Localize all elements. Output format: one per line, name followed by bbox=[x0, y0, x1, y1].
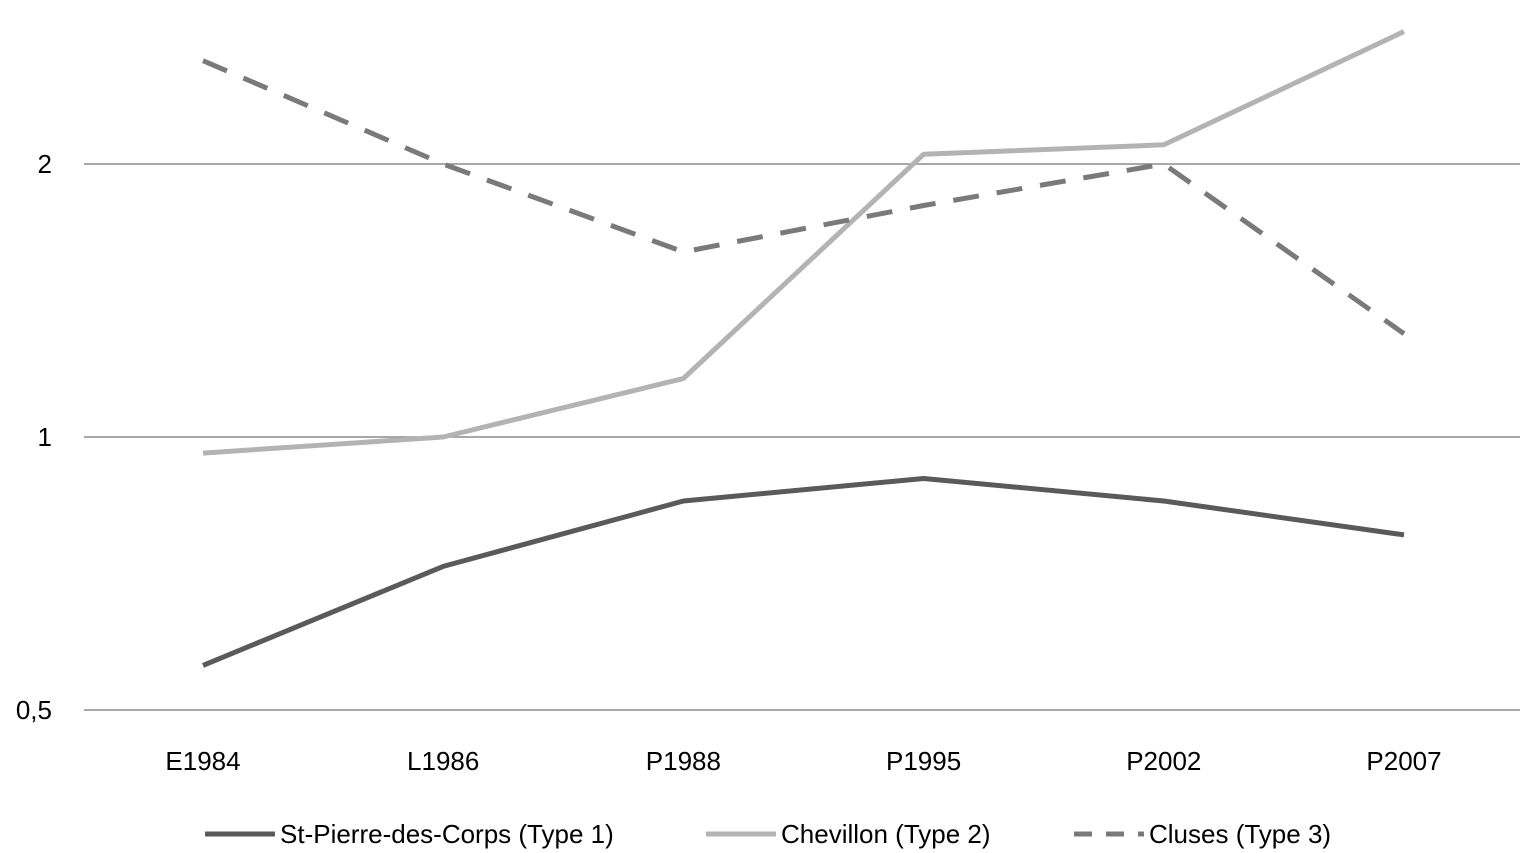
y-tick-label: 2 bbox=[38, 149, 52, 179]
gridlines bbox=[84, 163, 1520, 711]
legend-label: Cluses (Type 3) bbox=[1149, 819, 1331, 849]
x-tick-label: E1984 bbox=[165, 746, 240, 776]
legend-label: St-Pierre-des-Corps (Type 1) bbox=[280, 819, 614, 849]
x-tick-label: P2007 bbox=[1366, 746, 1441, 776]
series-lines bbox=[202, 29, 1406, 668]
y-axis-ticks: 0,5 1 2 bbox=[16, 149, 52, 725]
x-tick-label: L1986 bbox=[407, 746, 479, 776]
y-tick-label: 0,5 bbox=[16, 695, 52, 725]
series-line bbox=[202, 58, 1406, 336]
x-axis-ticks: E1984 L1986 P1988 P1995 P2002 P2007 bbox=[165, 746, 1441, 776]
series-line bbox=[202, 476, 1405, 668]
x-tick-label: P1988 bbox=[646, 746, 721, 776]
y-tick-label: 1 bbox=[38, 422, 52, 452]
x-tick-label: P2002 bbox=[1126, 746, 1201, 776]
legend: St-Pierre-des-Corps (Type 1) Chevillon (T… bbox=[205, 819, 1331, 849]
x-tick-label: P1995 bbox=[886, 746, 961, 776]
series-line bbox=[202, 29, 1406, 456]
legend-label: Chevillon (Type 2) bbox=[781, 819, 991, 849]
